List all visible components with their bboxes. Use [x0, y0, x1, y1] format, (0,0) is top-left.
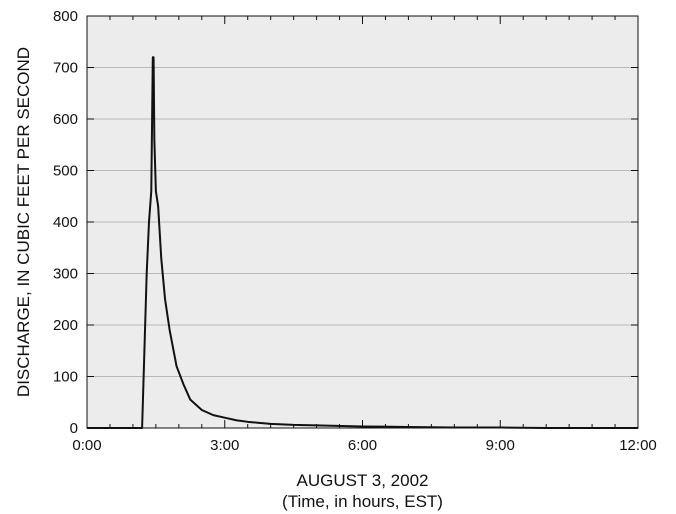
x-tick-label: 0:00 — [72, 437, 101, 454]
y-tick-label: 100 — [53, 369, 78, 386]
discharge-series-line — [87, 56, 638, 429]
x-tick-label: 6:00 — [348, 437, 377, 454]
y-tick-label: 800 — [53, 8, 78, 25]
x-tick-label: 3:00 — [210, 437, 239, 454]
gridlines — [87, 67, 638, 377]
x-tick-labels: 0:00 3:00 6:00 9:00 12:00 — [72, 437, 656, 454]
plot-frame — [86, 15, 639, 429]
y-tick-label: 500 — [53, 163, 78, 180]
y-axis-title: DISCHARGE, IN CUBIC FEET PER SECOND — [14, 47, 33, 397]
y-tick-label: 400 — [53, 214, 78, 231]
y-tick-label: 200 — [53, 317, 78, 334]
x-tick-label: 9:00 — [486, 437, 515, 454]
y-tick-label: 0 — [70, 420, 78, 437]
y-tick-label: 700 — [53, 60, 78, 77]
x-axis-title-line2: (Time, in hours, EST) — [282, 492, 443, 511]
y-tick-labels: 0 100 200 300 400 500 600 700 800 — [53, 8, 78, 437]
x-axis-title-line1: AUGUST 3, 2002 — [297, 471, 429, 490]
y-tick-label: 600 — [53, 111, 78, 128]
y-tick-label: 300 — [53, 266, 78, 283]
x-tick-label: 12:00 — [619, 437, 657, 454]
